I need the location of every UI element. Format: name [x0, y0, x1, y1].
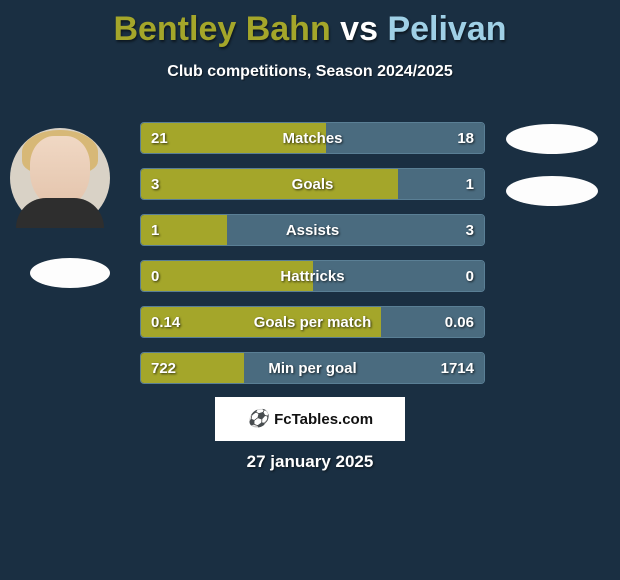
snapshot-date: 27 january 2025 — [0, 452, 620, 472]
stat-label: Matches — [141, 123, 484, 153]
stat-label: Assists — [141, 215, 484, 245]
comparison-title: Bentley Bahn vs Pelivan — [0, 0, 620, 49]
player1-photo — [10, 128, 110, 228]
branding-text: FcTables.com — [274, 411, 373, 428]
stat-row: 0.140.06Goals per match — [140, 306, 485, 338]
player1-club-badge — [30, 258, 110, 288]
player1-name: Bentley Bahn — [113, 10, 330, 48]
stat-row: 13Assists — [140, 214, 485, 246]
comparison-bars: 2118Matches 31Goals 13Assists 00Hattricks 0.… — [140, 122, 485, 398]
stat-row: 2118Matches — [140, 122, 485, 154]
soccer-icon: ⚽ — [247, 409, 268, 429]
player2-name: Pelivan — [387, 10, 506, 48]
stat-label: Goals per match — [141, 307, 484, 337]
stat-row: 7221714Min per goal — [140, 352, 485, 384]
vs-label: vs — [340, 10, 378, 48]
competition-subtitle: Club competitions, Season 2024/2025 — [0, 63, 620, 81]
player2-club-badge — [506, 176, 598, 206]
stat-row: 00Hattricks — [140, 260, 485, 292]
stat-label: Hattricks — [141, 261, 484, 291]
stat-row: 31Goals — [140, 168, 485, 200]
stat-label: Goals — [141, 169, 484, 199]
player2-photo — [506, 124, 598, 154]
branding-badge: ⚽ FcTables.com — [215, 397, 405, 441]
stat-label: Min per goal — [141, 353, 484, 383]
